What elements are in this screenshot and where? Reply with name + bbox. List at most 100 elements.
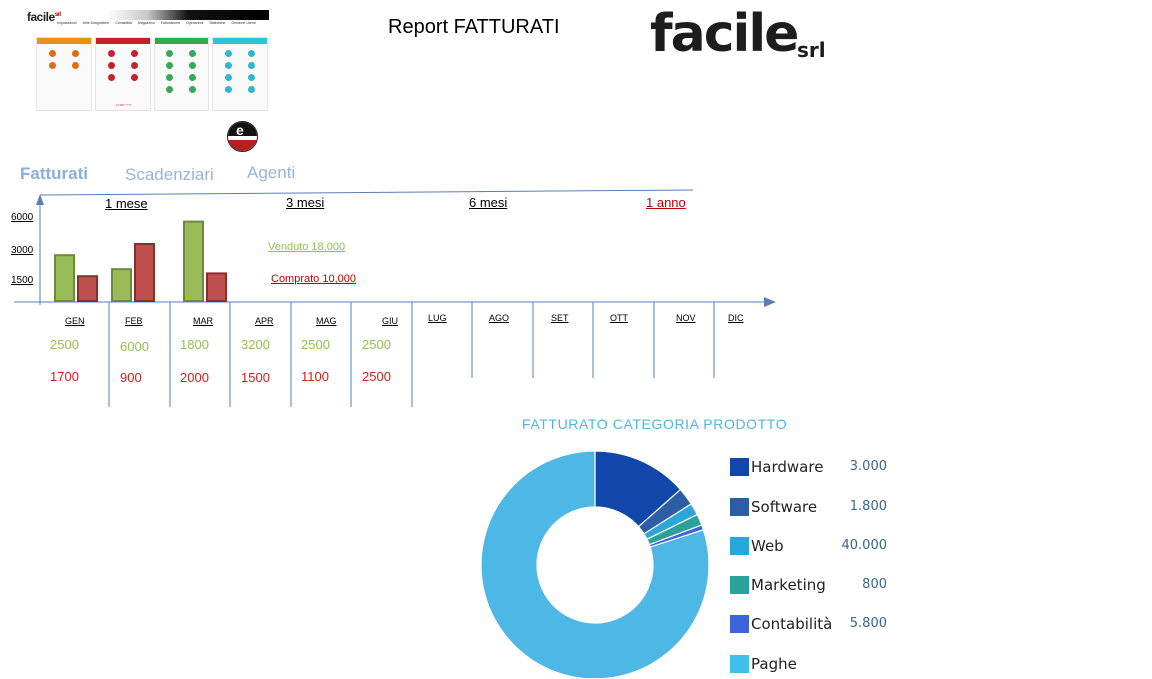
legend-name: Software: [751, 498, 818, 516]
thumbnail-menu-item: Statistiche: [209, 21, 226, 25]
top-axis-line: [39, 189, 694, 196]
venduto-value-mag: 2500: [301, 337, 330, 352]
y-tick-6000: 6000: [11, 212, 34, 223]
month-label-apr: APR: [255, 316, 274, 326]
month-label-mag: MAG: [316, 316, 337, 326]
legend-value: 800: [862, 577, 887, 592]
thumbnail-app-icon: [225, 74, 233, 81]
period-1-anno[interactable]: 1 anno: [646, 195, 686, 210]
donut-title: FATTURATO CATEGORIA PRODOTTO: [522, 416, 788, 432]
legend-name: Web: [751, 537, 784, 555]
thumbnail-app-icon: [48, 50, 56, 57]
thumbnail-app-icon: [166, 50, 174, 57]
thumbnail-app-icon: [107, 62, 115, 69]
legend-value: 3.000: [849, 459, 887, 474]
thumbnail-menu-item: Fatturazione: [160, 21, 181, 25]
legend-name: Paghe: [751, 655, 797, 673]
thumbnail-app-icon: [166, 62, 174, 69]
comprato-value-mag: 1100: [301, 369, 329, 384]
thumbnail-panels: ALTRO ???: [36, 37, 268, 111]
thumbnail-app-icon: [130, 74, 138, 81]
month-label-dic: DIC: [728, 313, 744, 323]
legend-swatch: [730, 498, 749, 516]
thumbnail-app-icon: [189, 74, 197, 81]
thumbnail-header-bar: [107, 10, 269, 20]
thumbnail-app-icon: [225, 86, 233, 93]
thumbnail-app-icon: [166, 74, 174, 81]
venduto-value-giu: 2500: [362, 337, 391, 352]
thumbnail-menu-item: Magazzino: [137, 21, 155, 25]
comprato-value-gen: 1700: [50, 369, 79, 384]
period-1-mese[interactable]: 1 mese: [105, 196, 148, 211]
venduto-value-feb: 6000: [120, 339, 149, 354]
thumbnail-menu-item: Impostazioni: [57, 21, 77, 25]
month-label-giu: GIU: [382, 316, 399, 326]
thumbnail-panel-header: [213, 38, 267, 44]
sales-bar-chart: [14, 189, 776, 407]
comprato-bar-mar: [206, 272, 227, 302]
legend-swatch: [730, 615, 749, 633]
period-6-mesi[interactable]: 6 mesi: [469, 195, 508, 210]
y-tick-3000: 3000: [11, 245, 34, 256]
month-label-ago: AGO: [489, 313, 510, 323]
legend-comprato: Comprato 10,000: [271, 273, 356, 285]
tab-agenti[interactable]: Agenti: [247, 163, 296, 182]
category-donut-chart: [480, 450, 710, 678]
thumbnail-menu-item: Operazioni: [186, 21, 204, 25]
thumbnail-app-icon: [248, 86, 256, 93]
y-axis-arrow: [36, 194, 44, 205]
thumbnail-menu-item: Gestione Utenti: [231, 21, 256, 25]
thumbnail-panel: [212, 37, 268, 111]
tab-scadenziari[interactable]: Scadenziari: [125, 165, 214, 184]
thumbnail-app-icon: [189, 86, 197, 93]
thumbnail-app-icon: [130, 50, 138, 57]
venduto-value-gen: 2500: [50, 337, 79, 352]
ladybug-badge-icon: e: [227, 121, 258, 152]
month-label-ott: OTT: [610, 313, 628, 323]
venduto-value-apr: 3200: [241, 337, 270, 352]
thumbnail-panel-header: [37, 38, 91, 44]
comprato-value-mar: 2000: [180, 370, 209, 385]
legend-name: Hardware: [751, 458, 824, 476]
thumbnail-more-label: ALTRO ???: [115, 103, 132, 107]
x-axis-arrow: [764, 297, 776, 307]
comprato-value-apr: 1500: [241, 370, 270, 385]
thumbnail-app-icon: [107, 50, 115, 57]
venduto-value-mar: 1800: [180, 337, 209, 352]
y-tick-1500: 1500: [11, 275, 34, 286]
period-3-mesi[interactable]: 3 mesi: [286, 195, 325, 210]
venduto-bar-feb: [111, 268, 132, 303]
legend-name: Contabilità: [751, 615, 833, 633]
thumbnail-logo: facilesrl: [27, 10, 61, 24]
tab-fatturati[interactable]: Fatturati: [20, 164, 88, 183]
thumbnail-app-icon: [71, 62, 79, 69]
thumbnail-panel: ALTRO ???: [94, 37, 151, 111]
comprato-value-giu: 2500: [362, 369, 391, 384]
legend-swatch: [730, 537, 749, 555]
thumbnail-panel: [36, 37, 92, 111]
month-label-lug: LUG: [428, 313, 447, 323]
legend-value: 5.800: [849, 616, 887, 631]
thumbnail-app-icon: [248, 62, 256, 69]
thumbnail-app-icon: [225, 62, 233, 69]
venduto-bar-gen: [54, 254, 75, 302]
legend-venduto: Venduto 18,000: [268, 241, 346, 253]
app-thumbnail: facilesrl Impostazioni Altre Anagrafiche C…: [27, 8, 269, 112]
logo-word: facile: [650, 4, 799, 64]
thumbnail-app-icon: [189, 50, 197, 57]
legend-swatch: [730, 458, 749, 476]
legend-swatch: [730, 576, 749, 594]
thumbnail-app-icon: [225, 50, 233, 57]
thumbnail-app-icon: [107, 74, 115, 81]
thumbnail-menu-item: Contabilità: [115, 21, 132, 25]
month-label-set: SET: [551, 313, 569, 323]
thumbnail-panel-header: [154, 38, 209, 44]
thumbnail-app-icon: [248, 50, 256, 57]
comprato-value-feb: 900: [120, 370, 142, 385]
legend-swatch: [730, 655, 749, 673]
thumbnail-app-icon: [71, 50, 79, 57]
logo-suffix: srl: [797, 38, 826, 62]
month-label-mar: MAR: [193, 316, 213, 326]
company-logo: facile srl: [650, 4, 830, 68]
thumbnail-app-icon: [166, 86, 174, 93]
